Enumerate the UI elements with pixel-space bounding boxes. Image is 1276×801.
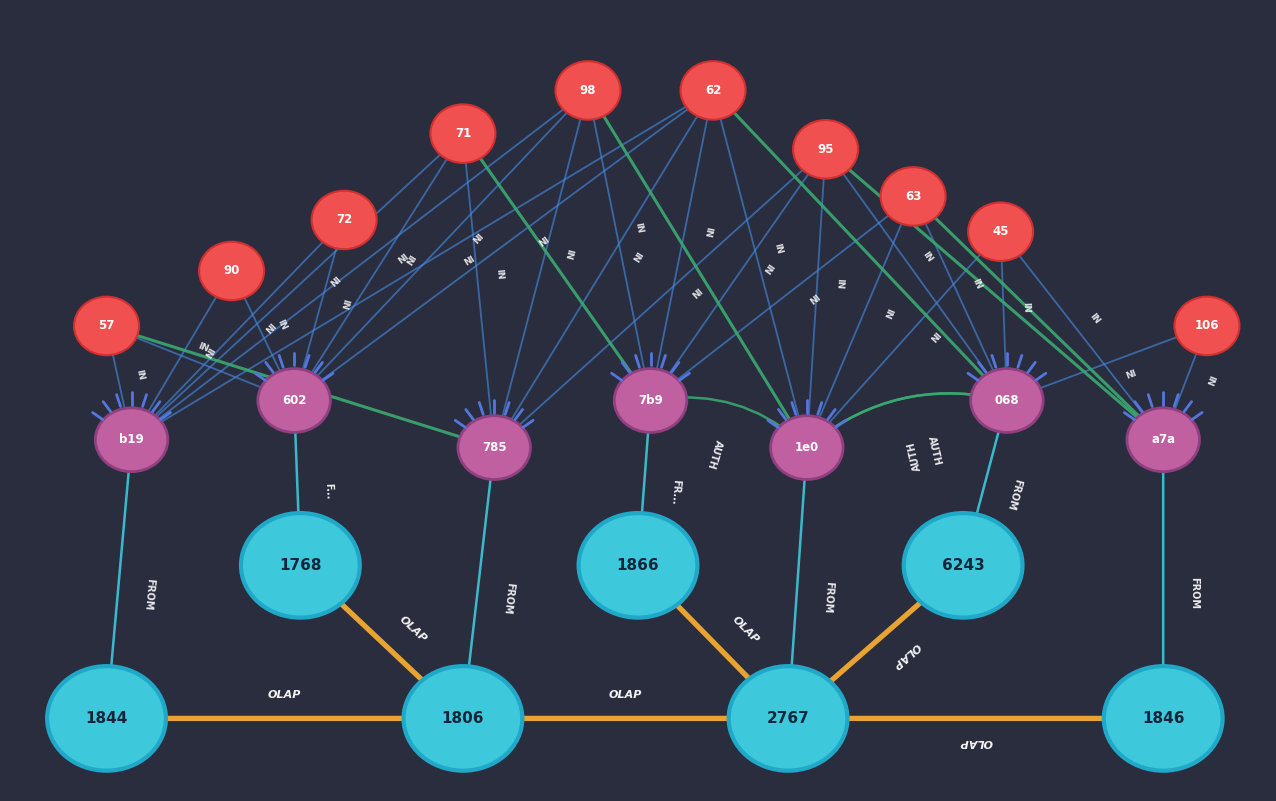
Text: IN: IN bbox=[1087, 312, 1101, 326]
Text: IN: IN bbox=[325, 272, 339, 286]
Ellipse shape bbox=[1127, 408, 1199, 472]
Text: IN: IN bbox=[260, 319, 274, 333]
Text: IN: IN bbox=[1122, 365, 1136, 378]
Text: 6243: 6243 bbox=[942, 557, 985, 573]
Text: 72: 72 bbox=[336, 213, 352, 227]
Ellipse shape bbox=[680, 61, 745, 119]
Ellipse shape bbox=[241, 513, 360, 618]
Text: 1846: 1846 bbox=[1142, 711, 1184, 726]
Text: 602: 602 bbox=[282, 394, 306, 407]
Text: 95: 95 bbox=[818, 143, 833, 156]
Text: IN: IN bbox=[197, 341, 209, 354]
Text: IN: IN bbox=[880, 306, 893, 320]
Ellipse shape bbox=[578, 513, 698, 618]
Text: FROM: FROM bbox=[822, 581, 833, 614]
Ellipse shape bbox=[96, 408, 168, 472]
Text: OLAP: OLAP bbox=[891, 641, 923, 670]
Text: 106: 106 bbox=[1194, 320, 1220, 332]
Text: IN: IN bbox=[494, 268, 504, 280]
Text: b19: b19 bbox=[119, 433, 144, 446]
Ellipse shape bbox=[968, 203, 1034, 261]
Text: IN: IN bbox=[202, 344, 214, 359]
Text: IN: IN bbox=[760, 261, 775, 275]
Text: IN: IN bbox=[468, 230, 482, 244]
Text: AUTH: AUTH bbox=[926, 436, 943, 467]
Text: IN: IN bbox=[535, 232, 549, 246]
Text: 90: 90 bbox=[223, 264, 240, 277]
Text: 068: 068 bbox=[994, 394, 1020, 407]
Ellipse shape bbox=[614, 368, 686, 433]
Text: 2767: 2767 bbox=[767, 711, 809, 726]
Ellipse shape bbox=[199, 242, 264, 300]
Text: 62: 62 bbox=[704, 84, 721, 97]
Text: F...: F... bbox=[324, 482, 334, 499]
Text: OLAP: OLAP bbox=[268, 690, 301, 700]
Ellipse shape bbox=[555, 61, 620, 119]
Text: AUTH: AUTH bbox=[706, 439, 723, 470]
Text: IN: IN bbox=[633, 222, 644, 235]
Ellipse shape bbox=[771, 416, 843, 480]
Text: 1844: 1844 bbox=[85, 711, 128, 726]
Text: 1e0: 1e0 bbox=[795, 441, 819, 454]
Ellipse shape bbox=[903, 513, 1022, 618]
Text: FR...: FR... bbox=[669, 479, 681, 505]
Text: IN: IN bbox=[805, 290, 819, 304]
Text: 785: 785 bbox=[482, 441, 507, 454]
Text: 63: 63 bbox=[905, 190, 921, 203]
Text: 71: 71 bbox=[454, 127, 471, 140]
Text: 7b9: 7b9 bbox=[638, 394, 662, 407]
Text: IN: IN bbox=[134, 369, 145, 381]
Text: 98: 98 bbox=[579, 84, 596, 97]
Text: FROM: FROM bbox=[1004, 477, 1022, 511]
Text: IN: IN bbox=[563, 247, 574, 260]
Ellipse shape bbox=[403, 666, 522, 771]
Ellipse shape bbox=[971, 368, 1044, 433]
Text: IN: IN bbox=[459, 252, 473, 264]
Text: OLAP: OLAP bbox=[730, 614, 760, 645]
Text: IN: IN bbox=[835, 278, 845, 290]
Ellipse shape bbox=[1174, 296, 1239, 355]
Text: IN: IN bbox=[274, 318, 287, 332]
Text: 1806: 1806 bbox=[441, 711, 484, 726]
Text: IN: IN bbox=[338, 297, 350, 310]
Text: IN: IN bbox=[921, 249, 934, 264]
Text: IN: IN bbox=[393, 250, 407, 264]
Text: IN: IN bbox=[772, 243, 783, 256]
Text: IN: IN bbox=[1203, 374, 1215, 387]
Text: OLAP: OLAP bbox=[397, 614, 429, 644]
Text: 1866: 1866 bbox=[616, 557, 660, 573]
Ellipse shape bbox=[794, 120, 857, 179]
Ellipse shape bbox=[47, 666, 166, 771]
Ellipse shape bbox=[458, 416, 531, 480]
Ellipse shape bbox=[1104, 666, 1222, 771]
Text: 45: 45 bbox=[993, 225, 1009, 238]
Text: IN: IN bbox=[702, 225, 713, 238]
Text: IN: IN bbox=[688, 284, 702, 299]
Ellipse shape bbox=[880, 167, 946, 226]
Ellipse shape bbox=[311, 191, 376, 249]
Ellipse shape bbox=[430, 104, 495, 163]
Text: IN: IN bbox=[926, 328, 940, 343]
Text: IN: IN bbox=[401, 252, 415, 266]
Text: 1768: 1768 bbox=[279, 557, 322, 573]
Text: IN: IN bbox=[1021, 302, 1031, 313]
Text: IN: IN bbox=[971, 277, 984, 292]
Ellipse shape bbox=[729, 666, 847, 771]
Text: FROM: FROM bbox=[1189, 577, 1199, 609]
Text: OLAP: OLAP bbox=[960, 737, 993, 747]
Text: a7a: a7a bbox=[1151, 433, 1175, 446]
Text: FROM: FROM bbox=[501, 582, 516, 614]
Ellipse shape bbox=[74, 296, 139, 355]
Text: FROM: FROM bbox=[143, 578, 156, 610]
Text: 57: 57 bbox=[98, 320, 115, 332]
Ellipse shape bbox=[258, 368, 330, 433]
Text: AUTH: AUTH bbox=[906, 440, 923, 472]
Text: OLAP: OLAP bbox=[609, 690, 642, 700]
Text: IN: IN bbox=[629, 249, 642, 264]
